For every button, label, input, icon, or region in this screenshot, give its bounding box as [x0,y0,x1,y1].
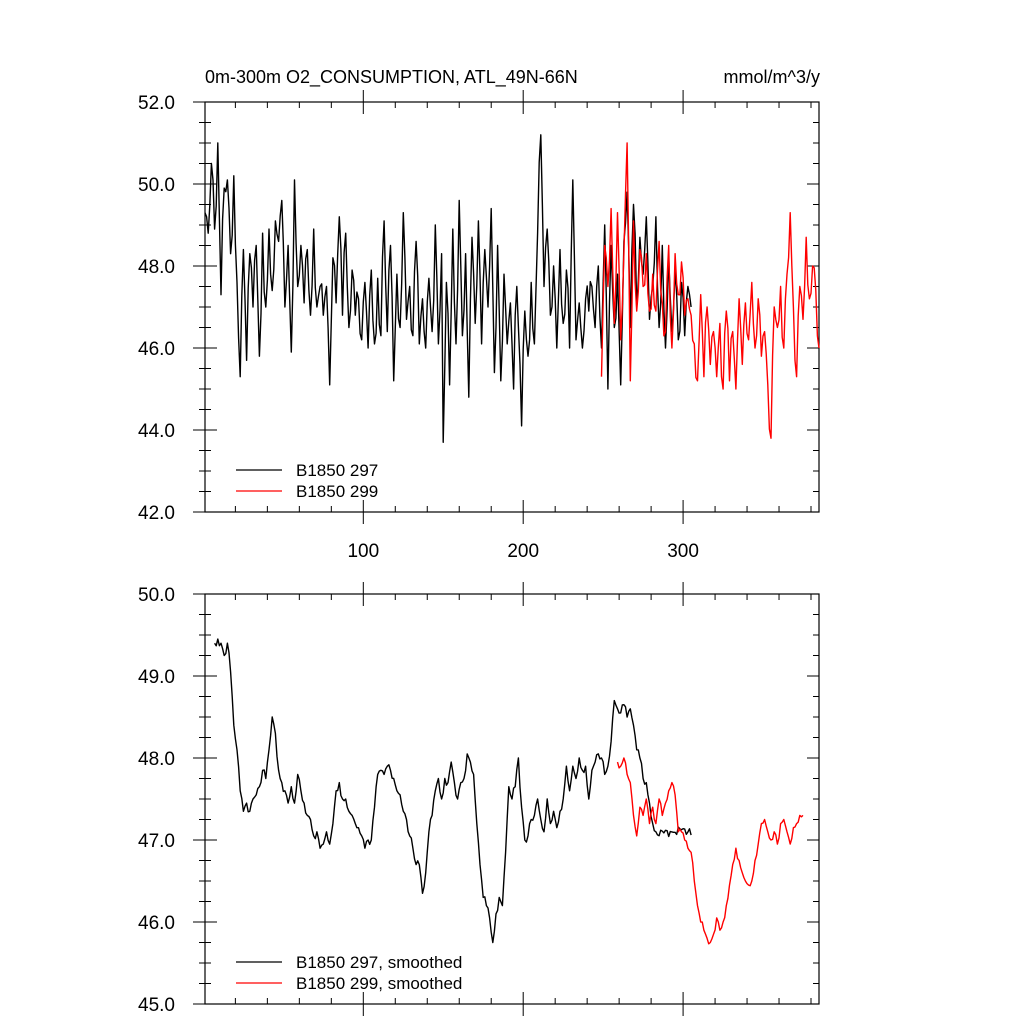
y-tick-label: 50.0 [138,585,175,606]
y-tick-label: 49.0 [138,667,175,688]
series-line-b1850-297 [204,134,692,443]
y-tick-label: 42.0 [138,503,175,524]
y-tick-label: 47.0 [138,831,175,852]
bottom-panel-ticks: 45.0 46.0 47.0 48.0 49.0 50.0 [138,582,819,1016]
top-panel-ticks: 42.0 44.0 46.0 48.0 50.0 52.0 100 200 300 [138,90,819,562]
x-tick-label: 100 [347,541,379,562]
legend-label-b1850-297-smoothed: B1850 297, smoothed [296,953,462,972]
x-tick-label: 300 [667,541,699,562]
y-tick-label: 44.0 [138,421,175,442]
bottom-panel-series [214,638,804,945]
top-panel-legend: B1850 297 B1850 299 [236,461,378,501]
series-line-b1850-297-smoothed [214,638,692,944]
bottom-panel-legend: B1850 297, smoothed B1850 299, smoothed [236,953,462,993]
y-tick-label: 45.0 [138,995,175,1016]
y-tick-label: 48.0 [138,749,175,770]
top-panel-units: mmol/m^3/y [724,67,820,87]
top-panel-title: 0m-300m O2_CONSUMPTION, ATL_49N-66N [205,67,578,88]
top-panel-plot-frame [204,101,820,513]
x-tick-label: 200 [507,541,539,562]
series-line-b1850-299-smoothed [616,757,804,945]
bottom-panel: 45.0 46.0 47.0 48.0 49.0 50.0 B1850 297, smoo… [138,582,820,1016]
top-panel: 0m-300m O2_CONSUMPTION, ATL_49N-66N mmol… [138,67,820,562]
y-tick-label: 50.0 [138,175,175,196]
series-line-b1850-299 [600,142,820,439]
y-tick-label: 52.0 [138,93,175,114]
top-panel-series [204,134,820,443]
y-tick-label: 46.0 [138,339,175,360]
y-tick-label: 48.0 [138,257,175,278]
legend-label-b1850-297: B1850 297 [296,461,378,480]
y-tick-label: 46.0 [138,913,175,934]
legend-label-b1850-299: B1850 299 [296,482,378,501]
legend-label-b1850-299-smoothed: B1850 299, smoothed [296,974,462,993]
